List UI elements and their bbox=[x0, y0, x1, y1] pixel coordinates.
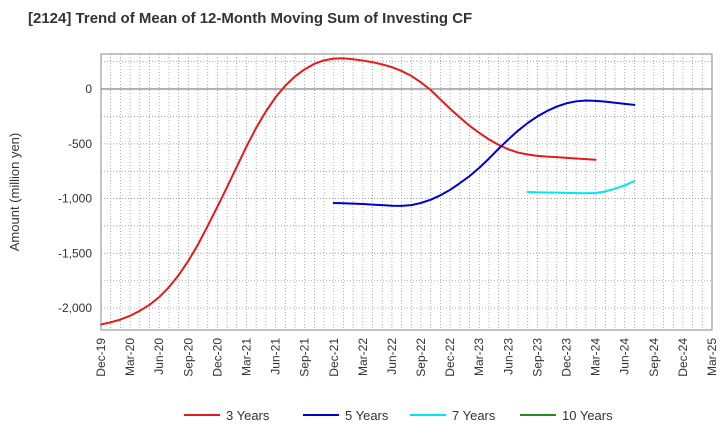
x-tick-label: Mar-24 bbox=[589, 338, 603, 376]
series-line-5-years bbox=[332, 99, 636, 207]
x-tick-label: Sep-23 bbox=[530, 338, 544, 377]
y-axis-label: Amount (million yen) bbox=[7, 133, 22, 252]
x-tick-label: Dec-21 bbox=[327, 338, 341, 377]
y-tick-label: -500 bbox=[68, 137, 92, 151]
x-tick-label: Mar-23 bbox=[472, 338, 486, 376]
x-tick-label: Dec-24 bbox=[676, 338, 690, 377]
series-lines bbox=[100, 57, 636, 326]
x-tick-label: Sep-22 bbox=[414, 338, 428, 377]
x-tick-label: Mar-25 bbox=[705, 338, 719, 376]
legend-label: 7 Years bbox=[452, 408, 496, 423]
series-line-3-years bbox=[100, 57, 597, 326]
grid bbox=[101, 54, 712, 330]
x-tick-label: Sep-24 bbox=[647, 338, 661, 377]
x-tick-label: Jun-21 bbox=[269, 338, 283, 375]
legend-label: 5 Years bbox=[345, 408, 389, 423]
plot-frame bbox=[100, 53, 713, 331]
legend: 3 Years 5 Years 7 Years 10 Years bbox=[184, 408, 613, 423]
y-tick-label: -1,000 bbox=[58, 192, 92, 206]
x-tick-label: Jun-22 bbox=[385, 338, 399, 375]
x-tick-label: Sep-20 bbox=[181, 338, 195, 377]
x-tick-label: Sep-21 bbox=[298, 338, 312, 377]
x-tick-label: Dec-19 bbox=[94, 338, 108, 377]
y-tick-labels: 0 -500 -1,000 -1,500 -2,000 bbox=[58, 82, 92, 315]
x-tick-labels: Dec-19 Mar-20 Jun-20 Sep-20 Dec-20 Mar-21 Jun-… bbox=[94, 338, 719, 377]
y-tick-label: 0 bbox=[85, 82, 92, 96]
x-tick-label: Jun-20 bbox=[152, 338, 166, 375]
legend-label: 3 Years bbox=[226, 408, 270, 423]
x-tick-label: Dec-20 bbox=[210, 338, 224, 377]
x-tick-label: Mar-22 bbox=[356, 338, 370, 376]
y-tick-label: -1,500 bbox=[58, 246, 92, 260]
x-tick-label: Dec-23 bbox=[560, 338, 574, 377]
x-tick-label: Dec-22 bbox=[443, 338, 457, 377]
series-line-7-years bbox=[526, 180, 636, 195]
legend-label: 10 Years bbox=[562, 408, 613, 423]
y-tick-label: -2,000 bbox=[58, 301, 92, 315]
x-tick-label: Mar-20 bbox=[123, 338, 137, 376]
chart-title: [2124] Trend of Mean of 12-Month Moving … bbox=[28, 10, 472, 27]
x-tick-label: Jun-23 bbox=[501, 338, 515, 375]
x-tick-label: Jun-24 bbox=[618, 338, 632, 375]
x-tick-label: Mar-21 bbox=[239, 338, 253, 376]
